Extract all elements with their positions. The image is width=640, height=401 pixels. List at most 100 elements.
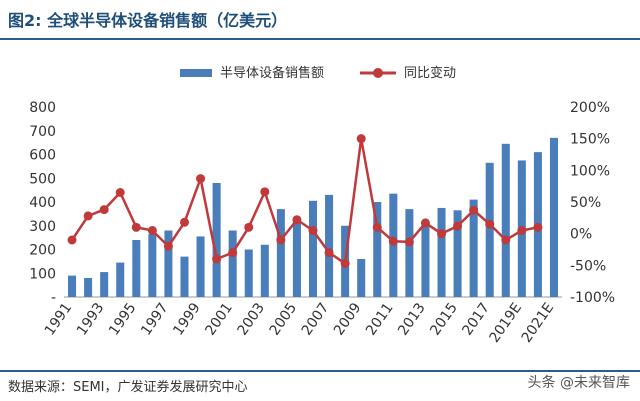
line-point	[276, 235, 286, 245]
line-point	[228, 248, 238, 258]
line-point	[388, 236, 398, 246]
x-tick-label: 2013	[395, 300, 429, 338]
x-tick-label: 2009	[331, 300, 365, 338]
y-left-tick-label: 100	[29, 266, 56, 282]
line-series	[67, 134, 543, 268]
line-point	[99, 205, 109, 215]
bar	[196, 236, 205, 297]
bar	[325, 194, 334, 297]
line-point	[340, 258, 350, 268]
bar	[405, 209, 414, 297]
legend-line-marker	[373, 68, 383, 78]
x-tick-label: 2007	[299, 300, 333, 338]
x-tick-label: 2017	[459, 300, 493, 338]
line-point	[115, 188, 125, 197]
x-tick-label: 2003	[235, 300, 269, 338]
bar	[469, 199, 478, 297]
line-point	[147, 226, 157, 235]
line-point	[501, 235, 511, 245]
bar	[148, 234, 157, 297]
line-point	[131, 222, 141, 232]
x-tick-label: 1993	[74, 300, 108, 338]
bar	[244, 249, 253, 297]
y-left-tick-label: 400	[29, 195, 56, 211]
y-right-tick-label: 0%	[570, 227, 592, 243]
y-left-tick-label: 700	[29, 124, 56, 140]
y-left-tick-label: 600	[29, 148, 56, 164]
bar	[549, 137, 558, 297]
x-tick-label: 2019E	[486, 300, 525, 346]
line-point	[244, 222, 254, 232]
growth-line	[70, 137, 539, 265]
y-left-tick-label: 800	[29, 100, 56, 116]
legend-bar-swatch	[180, 69, 212, 77]
line-point	[67, 235, 77, 245]
bar	[84, 278, 93, 297]
bar-series	[68, 137, 558, 297]
source-note: 数据来源：SEMI，广发证券发展研究中心	[8, 380, 248, 395]
legend: 半导体设备销售额 同比变动	[180, 65, 456, 81]
x-tick-label: 1997	[138, 300, 172, 338]
line-point	[179, 217, 189, 227]
line-point	[517, 226, 527, 235]
line-point	[196, 174, 206, 184]
bar	[132, 240, 141, 297]
line-point	[260, 187, 270, 197]
line-point	[356, 134, 366, 144]
y-left-tick-label: 200	[29, 243, 56, 259]
y-right-tick-label: 50%	[570, 195, 601, 211]
line-point	[163, 241, 173, 251]
x-tick-label: 2021E	[519, 300, 558, 346]
bar	[228, 230, 237, 297]
x-tick-label: 1995	[106, 300, 140, 338]
line-point	[420, 218, 430, 228]
legend-bar-label: 半导体设备销售额	[220, 65, 324, 81]
bar	[453, 210, 462, 297]
bar	[100, 272, 109, 297]
line-point	[324, 248, 334, 258]
bar	[437, 207, 446, 297]
line-point	[485, 219, 495, 229]
line-point	[469, 205, 479, 215]
line-point	[212, 254, 222, 264]
line-point	[533, 222, 543, 232]
y-right-tick-label: 150%	[570, 132, 610, 148]
title-divider	[0, 38, 640, 40]
bar	[68, 275, 77, 297]
y-left-tick-label: -	[51, 290, 56, 306]
y-left-tick-label: 500	[29, 171, 56, 187]
bar	[357, 259, 366, 297]
line-point	[292, 215, 302, 225]
x-tick-label: 2005	[267, 300, 301, 338]
bar	[212, 183, 221, 297]
bar	[276, 209, 285, 297]
watermark: 头条 @未来智库	[527, 375, 630, 391]
y-right-tick-label: -50%	[570, 258, 606, 274]
line-point	[404, 237, 414, 247]
y-left-tick-label: 300	[29, 219, 56, 235]
figure-title: 图2: 全球半导体设备销售额（亿美元）	[8, 11, 288, 30]
bar	[501, 143, 510, 297]
line-point	[308, 226, 318, 235]
sales-chart: 半导体设备销售额 同比变动 - 100 200 300 400 500 600 700 800 -…	[29, 65, 615, 346]
line-point	[437, 229, 447, 239]
bar	[421, 222, 430, 297]
bar	[164, 230, 173, 297]
bar	[116, 262, 125, 297]
line-point	[83, 211, 93, 221]
bar	[308, 200, 318, 297]
axes: - 100 200 300 400 500 600 700 800 -100% -50% 0% 50% 1…	[29, 100, 615, 346]
bar	[292, 218, 301, 297]
bar	[180, 256, 189, 297]
x-tick-label: 1999	[170, 300, 204, 338]
x-tick-label: 2015	[427, 300, 461, 338]
bar	[373, 202, 382, 297]
x-tick-label: 1991	[42, 300, 76, 338]
y-right-tick-label: 100%	[570, 163, 610, 179]
bar	[260, 244, 269, 297]
x-tick-label: 2011	[363, 300, 397, 338]
line-point	[372, 222, 382, 232]
legend-line-label: 同比变动	[404, 65, 456, 81]
x-tick-label: 2001	[202, 300, 236, 338]
line-point	[453, 221, 463, 231]
